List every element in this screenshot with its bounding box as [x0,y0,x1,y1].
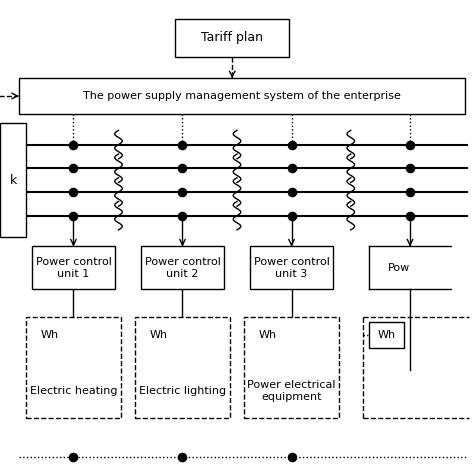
Bar [141,370,224,412]
Point [288,454,295,461]
Text: Electric heating: Electric heating [30,386,117,396]
Bar [136,317,229,418]
Point [70,454,77,461]
Point [288,212,295,219]
Text: The power supply management system of the enterprise: The power supply management system of th… [83,91,401,101]
Bar [0,123,26,237]
Point [70,141,77,148]
Text: Power electrical
equipment: Power electrical equipment [247,380,336,402]
Bar [175,19,289,57]
Bar [27,317,120,418]
Text: Wh: Wh [41,330,59,340]
Bar [245,317,338,418]
Point [70,164,77,172]
Bar [32,370,115,412]
Point [288,141,295,148]
Point [288,164,295,172]
Text: k: k [9,173,17,187]
Point [179,454,186,461]
Point [179,164,186,172]
Point [406,164,414,172]
Text: Electric lighting: Electric lighting [139,386,226,396]
Text: Power control
unit 1: Power control unit 1 [36,257,111,279]
Bar [19,78,465,114]
Point [179,141,186,148]
Text: Wh: Wh [150,330,168,340]
Text: Pow: Pow [387,263,410,273]
Bar [250,322,285,348]
Bar [250,370,333,412]
Point [406,141,414,148]
Bar [32,246,115,289]
Point [179,212,186,219]
Text: Power control
unit 3: Power control unit 3 [254,257,329,279]
Point [406,188,414,196]
Bar [250,246,333,289]
Point [70,188,77,196]
Text: Tariff plan: Tariff plan [201,31,263,45]
Bar [32,322,67,348]
Point [70,212,77,219]
Bar [141,246,224,289]
Text: Power control
unit 2: Power control unit 2 [145,257,220,279]
Point [288,188,295,196]
Bar [368,322,404,348]
Text: Wh: Wh [259,330,277,340]
Point [406,212,414,219]
Bar [141,322,176,348]
Text: Wh: Wh [377,330,395,340]
Point [179,188,186,196]
